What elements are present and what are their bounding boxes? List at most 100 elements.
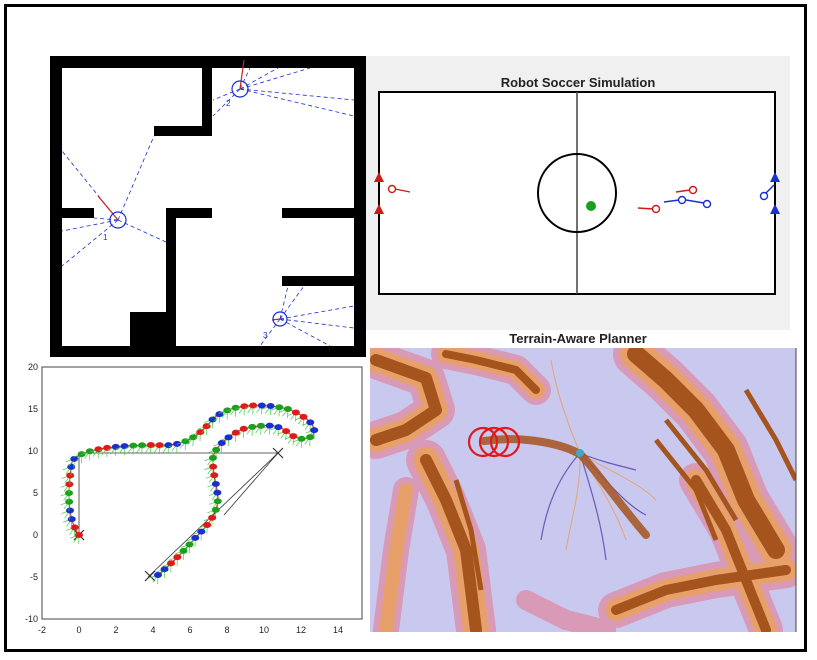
trajectory-plot: 20 15 10 5 0 -5 -10 -2 0 2 4 6 8 10 12 1… [25,362,363,635]
pose-marker [120,443,129,450]
pose-marker [67,516,76,523]
robot-footprint [467,426,521,458]
pose-marker [283,405,292,412]
pose-marker [66,472,75,479]
lidar-rays-robot-3 [259,285,355,347]
pose-marker [210,472,219,479]
plot-axes-box [41,366,363,620]
lidar-rays-robot-1 [61,135,167,267]
pose-marker [256,422,265,429]
maze-wall [166,208,212,218]
pose-marker [211,506,220,513]
pose-marker [167,560,176,567]
terrain-canvas: Terrain-Aware Planner [370,331,797,632]
pose-marker [65,498,74,505]
maze-wall-left [50,56,62,358]
pose-marker [282,428,291,435]
robot-label-1: 1 [103,233,108,242]
pose-marker [189,434,198,441]
pose-marker [306,419,315,426]
terrain-obstacles [370,348,791,632]
maze-block [130,312,176,348]
pose-marker [211,480,220,487]
pose-marker [265,422,274,429]
pose-marker [239,425,248,432]
pose-marker [306,434,315,441]
maze-panel: 2 1 3 [50,56,366,358]
maze-wall [62,208,94,218]
pose-marker [274,424,283,431]
pose-marker [217,440,226,447]
robot-label-3: 3 [263,331,268,340]
y-tick-label: 15 [28,404,38,414]
maze-wall [282,208,354,218]
pose-marker [310,427,319,434]
pose-marker [70,455,79,462]
pose-marker [203,521,212,528]
maze-wall [166,208,176,348]
pose-marker [224,434,233,441]
pose-marker [129,442,138,449]
pose-marker [213,489,222,496]
x-tick-label: 14 [333,625,343,635]
terrain-title: Terrain-Aware Planner [509,331,647,346]
x-tick-label: 12 [296,625,306,635]
pose-marker [240,403,249,410]
center-circle [537,153,617,233]
pose-marker [181,438,190,445]
pose-marker [249,402,258,409]
y-tick-label: 10 [28,446,38,456]
pose-marker [85,448,94,455]
terrain-map [370,348,796,632]
soccer-ball [586,201,596,211]
red-goal-post-bottom [374,204,384,214]
pose-marker [154,572,162,578]
pose-marker [65,481,74,488]
pose-marker [75,532,83,538]
pose-marker [146,442,155,449]
blue-robot [759,191,769,201]
pose-marker [94,446,103,453]
figure-frame [4,4,807,652]
trajectory-plot-panel: 20 15 10 5 0 -5 -10 -2 0 2 4 6 8 10 12 1… [8,357,368,644]
pose-marker [197,528,206,535]
blue-team [663,184,775,209]
pose-marker [70,524,79,531]
red-goal-post-top [374,172,384,182]
y-tick-label: 0 [33,530,38,540]
x-tick-label: 4 [150,625,155,635]
soccer-title: Robot Soccer Simulation [501,75,656,90]
terrain-stripes [453,388,796,591]
blue-goal-post-bottom [770,204,780,214]
soccer-panel: Robot Soccer Simulation [366,56,790,330]
x-axis-ticks: -2 0 2 4 6 8 10 12 14 [38,625,343,635]
y-tick-label: -10 [25,614,38,624]
pose-marker [103,444,112,451]
blue-robot [702,199,712,209]
pose-marker [191,534,200,541]
maze-wall-right [354,56,366,358]
pose-marker [291,409,300,416]
x-tick-label: 10 [259,625,269,635]
pose-marker [185,541,194,548]
pose-marker [223,407,232,414]
pose-marker [248,423,257,430]
pose-marker [179,547,188,554]
blue-goal-post-top [770,172,780,182]
heading-line-robot-2 [239,59,245,90]
pose-marker [196,429,205,436]
maze-wall [154,126,212,136]
pose-marker [111,443,120,450]
pose-marker [213,498,222,505]
pose-marker [160,566,169,573]
pose-markers [60,402,319,585]
waypoint-marker [576,449,584,457]
maze-wall-bottom [50,346,366,358]
pose-marker [289,433,298,440]
pose-marker [299,413,308,420]
landmark-lines [78,452,279,578]
pose-marker [138,442,147,449]
soccer-canvas: Robot Soccer Simulation [374,75,780,295]
x-tick-label: -2 [38,625,46,635]
pose-marker [212,446,221,453]
